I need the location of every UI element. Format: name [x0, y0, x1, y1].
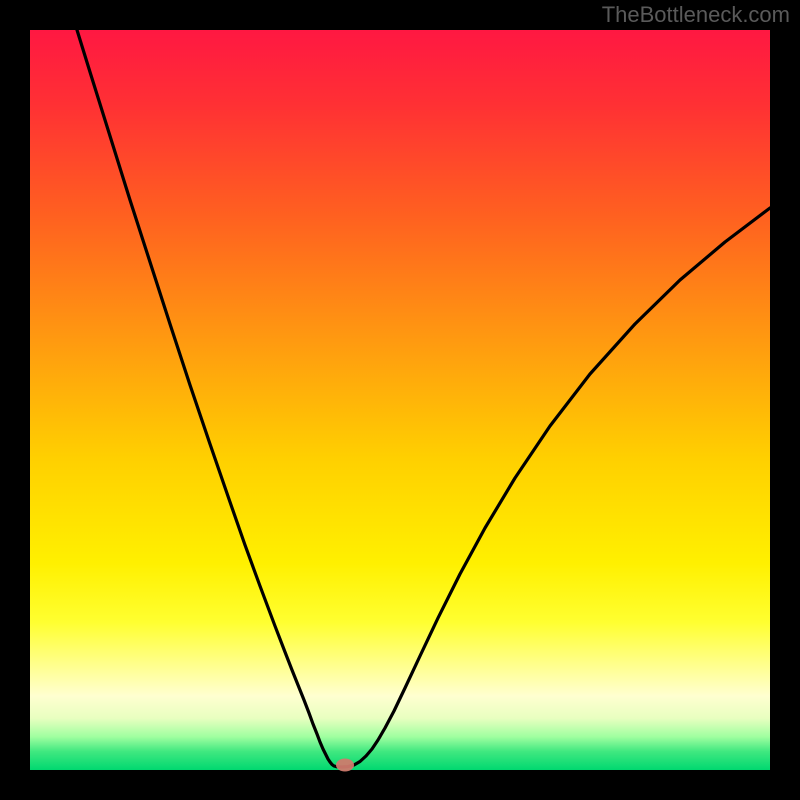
- plot-background: [30, 30, 770, 770]
- watermark-text: TheBottleneck.com: [602, 2, 790, 28]
- chart-container: { "watermark": { "text": "TheBottleneck.…: [0, 0, 800, 800]
- optimum-marker: [336, 759, 354, 772]
- bottleneck-chart: [0, 0, 800, 800]
